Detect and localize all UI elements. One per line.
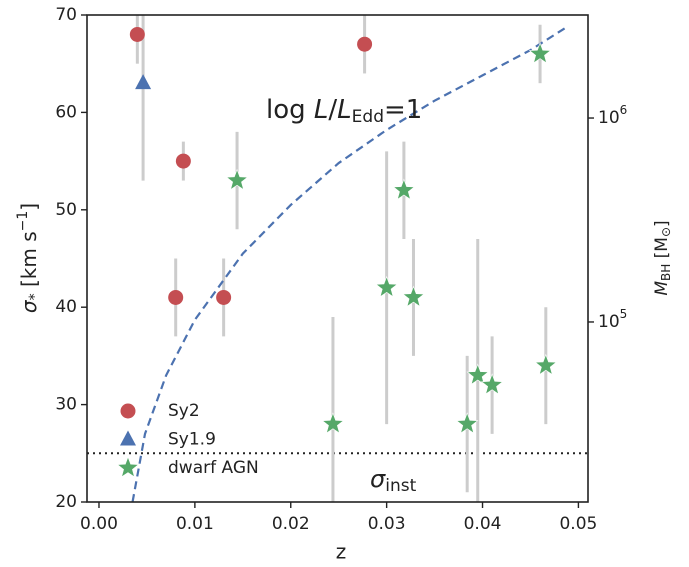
y-tick-label: 70 xyxy=(55,5,77,25)
y-tick-label: 40 xyxy=(55,297,77,317)
y2-label-part: [M xyxy=(652,237,672,264)
frame xyxy=(86,14,589,503)
x-tick-label: 0.03 xyxy=(368,514,406,534)
curve xyxy=(131,24,570,502)
point xyxy=(357,36,373,52)
plot-area xyxy=(87,15,588,502)
curve-label-part: L xyxy=(314,95,329,125)
y2-tick-label: 105 xyxy=(598,306,627,332)
x-tick-label: 0.05 xyxy=(559,514,597,534)
y2-tick-base: 10 xyxy=(598,108,620,128)
point xyxy=(129,26,145,42)
x-tick-label: 0.02 xyxy=(272,514,310,534)
curve-label-part: Edd xyxy=(352,107,384,127)
point xyxy=(321,412,345,434)
point xyxy=(480,373,504,395)
legend-label: Sy2 xyxy=(168,401,200,421)
y-tick-label: 50 xyxy=(55,200,77,220)
y-axis-label: σ* [km s−1] xyxy=(15,203,43,313)
y2-tick-base: 10 xyxy=(598,312,620,332)
curve-label-part: L xyxy=(337,95,352,125)
point xyxy=(135,74,152,90)
y-label-part: −1 xyxy=(15,211,31,232)
legend-marker xyxy=(120,403,136,419)
y2-axis-label: MBH [M⊙] xyxy=(652,220,673,295)
legend-marker xyxy=(116,456,140,478)
point xyxy=(216,289,232,305)
y2-tick-exponent: 5 xyxy=(620,306,628,320)
y2-label-part: M xyxy=(652,281,672,296)
curve-label-part: log xyxy=(266,95,314,125)
point xyxy=(168,289,184,305)
point xyxy=(534,353,558,376)
curve-label-part: / xyxy=(328,95,337,125)
y2-label-part: ] xyxy=(652,220,672,227)
y-tick-label: 30 xyxy=(55,395,77,415)
y-tick-label: 60 xyxy=(55,102,77,122)
y2-label-part: BH xyxy=(659,264,673,281)
y-label-part: * xyxy=(27,293,43,300)
point xyxy=(528,42,552,64)
point xyxy=(466,363,490,385)
point xyxy=(175,153,191,169)
legend-label: Sy1.9 xyxy=(168,430,216,450)
y2-tick-label: 106 xyxy=(598,103,627,129)
point xyxy=(455,412,479,434)
legend-label: dwarf AGN xyxy=(168,458,259,478)
hline-label: σinst xyxy=(370,465,417,496)
y-label-part: ] xyxy=(17,203,41,211)
y2-tick-exponent: 6 xyxy=(620,103,628,117)
point xyxy=(375,275,398,298)
y-label-part: σ xyxy=(17,299,41,313)
point xyxy=(225,168,249,191)
hline-label-part: σ xyxy=(370,465,386,493)
x-tick-label: 0.00 xyxy=(80,514,118,534)
legend-marker xyxy=(120,430,136,446)
curve-label: log L/LEdd=1 xyxy=(266,95,422,128)
curve-label-part: =1 xyxy=(384,95,422,125)
hline-label-part: inst xyxy=(385,476,416,496)
x-tick-label: 0.04 xyxy=(464,514,502,534)
x-axis-label: z xyxy=(336,540,347,564)
y-tick-label: 20 xyxy=(55,492,77,512)
point xyxy=(392,178,416,200)
y-label-part: [km s xyxy=(17,231,41,293)
point xyxy=(402,285,425,308)
x-tick-label: 0.01 xyxy=(176,514,214,534)
y2-label-part: ⊙ xyxy=(659,227,673,237)
